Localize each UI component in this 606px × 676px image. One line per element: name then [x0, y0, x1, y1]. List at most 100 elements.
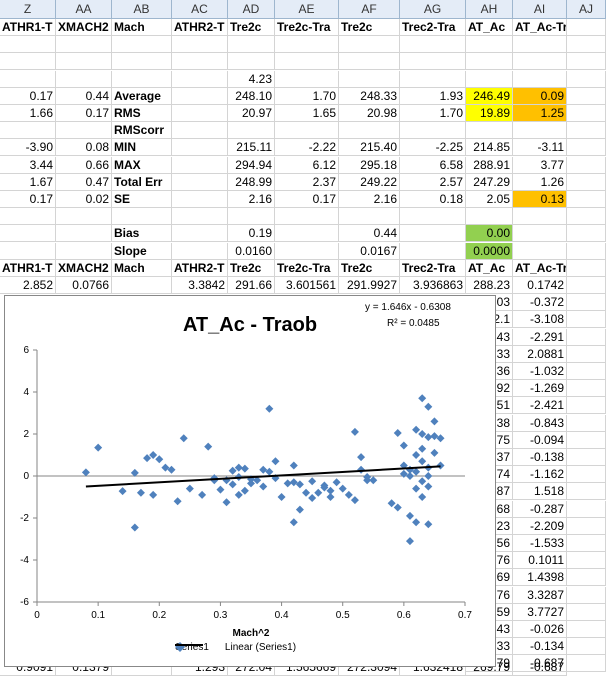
- table-cell[interactable]: 214.85: [466, 139, 513, 157]
- table-cell[interactable]: [567, 621, 606, 638]
- table-cell[interactable]: [0, 122, 56, 140]
- table-cell[interactable]: [513, 242, 567, 260]
- table-cell[interactable]: 2.16: [339, 191, 400, 208]
- table-cell[interactable]: [567, 173, 606, 191]
- table-cell[interactable]: -0.372: [513, 294, 567, 312]
- table-cell[interactable]: [567, 569, 606, 587]
- table-cell[interactable]: Trec2-Tra: [400, 19, 466, 36]
- table-cell[interactable]: Tre2c-Tra: [275, 19, 339, 36]
- table-cell[interactable]: -2.25: [400, 139, 466, 157]
- table-cell[interactable]: Tre2c-Tra: [275, 259, 339, 277]
- table-cell[interactable]: [56, 225, 112, 243]
- table-cell[interactable]: 3.44: [0, 156, 56, 174]
- table-cell[interactable]: [275, 225, 339, 243]
- table-cell[interactable]: [228, 122, 275, 140]
- table-cell[interactable]: 0.0167: [339, 242, 400, 260]
- table-cell[interactable]: [567, 483, 606, 501]
- table-cell[interactable]: 0.1011: [513, 552, 567, 570]
- table-cell[interactable]: Tre2c: [339, 259, 400, 277]
- table-cell[interactable]: 20.97: [228, 105, 275, 122]
- table-cell[interactable]: 215.40: [339, 139, 400, 157]
- table-cell[interactable]: 0.44: [56, 87, 112, 105]
- table-cell[interactable]: 3.936863: [400, 277, 466, 294]
- column-header[interactable]: AD: [228, 0, 275, 19]
- table-cell[interactable]: 1.70: [275, 87, 339, 105]
- table-cell[interactable]: [466, 70, 513, 88]
- table-cell[interactable]: 0.0766: [56, 277, 112, 294]
- table-cell[interactable]: [172, 156, 228, 174]
- table-cell[interactable]: 0.17: [275, 191, 339, 208]
- table-cell[interactable]: 1.25: [513, 105, 567, 122]
- table-cell[interactable]: 0.0000: [466, 242, 513, 260]
- table-cell[interactable]: 0.00: [466, 225, 513, 243]
- table-cell[interactable]: AT_Ac-Traob: [513, 19, 567, 36]
- table-cell[interactable]: XMACH2: [56, 259, 112, 277]
- table-cell[interactable]: [400, 53, 466, 71]
- table-cell[interactable]: 1.65: [275, 105, 339, 122]
- table-cell[interactable]: [567, 36, 606, 54]
- table-cell[interactable]: [172, 208, 228, 226]
- table-cell[interactable]: 288.91: [466, 156, 513, 174]
- table-cell[interactable]: [172, 225, 228, 243]
- table-cell[interactable]: 0.66: [56, 156, 112, 174]
- column-header[interactable]: AI: [513, 0, 567, 19]
- table-cell[interactable]: 0.18: [400, 191, 466, 208]
- table-cell[interactable]: [275, 122, 339, 140]
- table-cell[interactable]: [56, 70, 112, 88]
- table-cell[interactable]: [567, 431, 606, 449]
- table-cell[interactable]: 4.23: [228, 70, 275, 88]
- table-cell[interactable]: -1.533: [513, 535, 567, 552]
- table-cell[interactable]: [228, 53, 275, 71]
- table-cell[interactable]: RMScorr: [112, 122, 172, 140]
- table-cell[interactable]: [275, 242, 339, 260]
- table-cell[interactable]: [466, 53, 513, 71]
- table-cell[interactable]: -3.90: [0, 139, 56, 157]
- table-cell[interactable]: 0.17: [0, 87, 56, 105]
- column-header[interactable]: AF: [339, 0, 400, 19]
- table-cell[interactable]: -0.287: [513, 500, 567, 518]
- table-cell[interactable]: 0.13: [513, 191, 567, 208]
- table-cell[interactable]: [567, 603, 606, 621]
- table-cell[interactable]: 0.02: [56, 191, 112, 208]
- table-cell[interactable]: [513, 122, 567, 140]
- table-cell[interactable]: ATHR2-T: [172, 259, 228, 277]
- table-cell[interactable]: [567, 139, 606, 157]
- table-cell[interactable]: [567, 586, 606, 604]
- table-cell[interactable]: 1.67: [0, 173, 56, 191]
- table-cell[interactable]: [56, 36, 112, 54]
- table-cell[interactable]: [567, 466, 606, 484]
- table-cell[interactable]: 0.08: [56, 139, 112, 157]
- table-cell[interactable]: [567, 345, 606, 363]
- table-cell[interactable]: [0, 208, 56, 226]
- table-cell[interactable]: [567, 414, 606, 432]
- table-cell[interactable]: [0, 225, 56, 243]
- table-cell[interactable]: -0.026: [513, 621, 567, 638]
- table-cell[interactable]: Mach: [112, 19, 172, 36]
- table-cell[interactable]: [513, 225, 567, 243]
- table-cell[interactable]: [513, 70, 567, 88]
- table-cell[interactable]: AT_Ac-Traob: [513, 259, 567, 277]
- table-cell[interactable]: 1.4398: [513, 569, 567, 587]
- column-header[interactable]: AC: [172, 0, 228, 19]
- table-cell[interactable]: 1.70: [400, 105, 466, 122]
- table-cell[interactable]: [0, 36, 56, 54]
- column-header[interactable]: Z: [0, 0, 56, 19]
- table-cell[interactable]: 3.3287: [513, 586, 567, 604]
- table-cell[interactable]: Tre2c: [228, 259, 275, 277]
- table-cell[interactable]: [567, 397, 606, 415]
- table-cell[interactable]: 2.16: [228, 191, 275, 208]
- table-cell[interactable]: 1.26: [513, 173, 567, 191]
- table-cell[interactable]: [567, 311, 606, 329]
- table-cell[interactable]: -0.843: [513, 414, 567, 432]
- table-cell[interactable]: [228, 36, 275, 54]
- chart[interactable]: AT_Ac - Traob y = 1.646x - 0.6308 R² = 0…: [4, 295, 496, 667]
- table-cell[interactable]: -2.421: [513, 397, 567, 415]
- table-cell[interactable]: [172, 122, 228, 140]
- table-cell[interactable]: [567, 552, 606, 570]
- table-cell[interactable]: [567, 277, 606, 294]
- table-cell[interactable]: 248.33: [339, 87, 400, 105]
- table-cell[interactable]: 3.7727: [513, 603, 567, 621]
- table-cell[interactable]: AT_Ac: [466, 19, 513, 36]
- table-cell[interactable]: 3.3842: [172, 277, 228, 294]
- table-cell[interactable]: 3.601561: [275, 277, 339, 294]
